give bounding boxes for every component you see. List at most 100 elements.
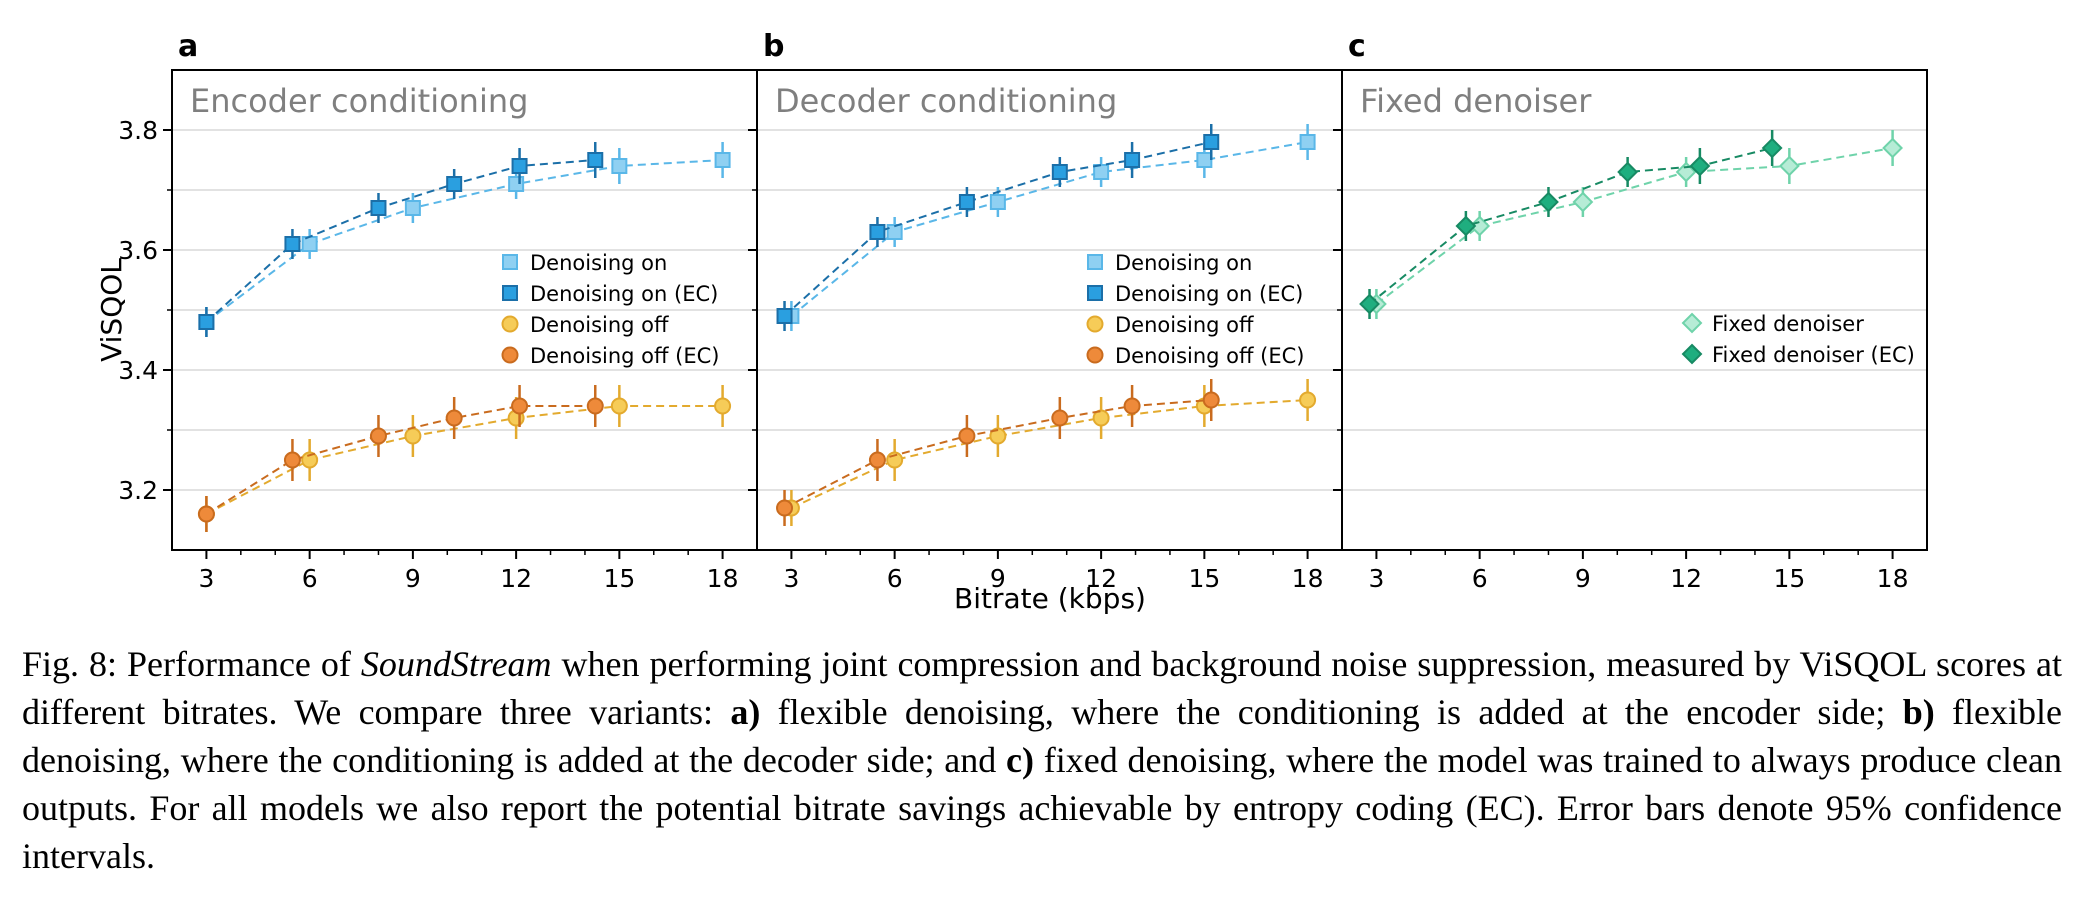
data-point (714, 397, 732, 415)
data-point (958, 194, 975, 210)
legend-label: Denoising on (530, 251, 667, 275)
caption-part-4: fixed denoising, where the model was tra… (22, 740, 2062, 876)
x-tick-label: 3 (783, 564, 799, 593)
legend-label: Fixed denoiser (EC) (1712, 343, 1915, 367)
panel-title: Decoder conditioning (775, 82, 1117, 120)
data-point (511, 397, 529, 415)
legend: Fixed denoiser Fixed denoiser (EC) (1681, 312, 1915, 367)
x-tick-label: 3 (1368, 564, 1384, 593)
data-point (1572, 191, 1594, 213)
data-point (283, 451, 301, 469)
series-line (1375, 147, 1893, 305)
series-line (1368, 147, 1773, 305)
data-point (989, 427, 1007, 445)
y-tick-label: 3.8 (118, 116, 158, 145)
data-point (1203, 134, 1220, 150)
data-point (445, 409, 463, 427)
x-tick-label: 12 (1085, 564, 1117, 593)
series-denoising-on (198, 142, 731, 337)
data-point (1882, 137, 1904, 159)
caption-part-1: when performing joint compression and ba… (22, 644, 2062, 732)
legend-label: Denoising off (EC) (1115, 344, 1304, 368)
series-denoising-on-ec (776, 124, 1220, 331)
data-point (1299, 134, 1316, 150)
data-point (1617, 161, 1639, 183)
x-tick-label: 6 (1472, 564, 1488, 593)
data-point (776, 308, 793, 324)
data-point (404, 200, 421, 216)
panel-letter: a (178, 29, 198, 64)
caption-part-3: flexible denoising, where the conditioni… (22, 692, 2063, 780)
x-tick-label: 12 (500, 564, 532, 593)
series-line (783, 141, 1212, 317)
series-line (205, 405, 723, 515)
data-point (1124, 152, 1141, 168)
data-point (197, 505, 215, 523)
x-tick-label: 9 (1575, 564, 1591, 593)
data-point (284, 236, 301, 252)
data-point (1455, 215, 1477, 237)
series-line (205, 159, 596, 323)
series-fixed (1365, 130, 1904, 319)
x-tick-label: 15 (603, 564, 635, 593)
data-point (301, 236, 318, 252)
legend-marker (1087, 254, 1103, 270)
legend-marker (1086, 346, 1104, 364)
legend-label: Denoising off (1115, 313, 1254, 337)
x-tick-label: 9 (990, 564, 1006, 593)
data-point (301, 451, 319, 469)
series-line (205, 405, 596, 515)
legend-marker (502, 285, 518, 301)
data-point (869, 224, 886, 240)
panel-letter: b (763, 29, 784, 64)
legend-marker (501, 315, 519, 333)
legend-label: Denoising on (EC) (1115, 282, 1303, 306)
legend-marker (1086, 315, 1104, 333)
y-axis-label: ViSQOL (95, 258, 128, 362)
data-point (611, 158, 628, 174)
data-point (1778, 155, 1800, 177)
data-point (198, 314, 215, 330)
x-tick-label: 6 (887, 564, 903, 593)
caption-a-label: a) (730, 692, 761, 732)
data-point (1123, 397, 1141, 415)
data-point (586, 397, 604, 415)
panel-title: Encoder conditioning (190, 82, 528, 120)
legend-marker (502, 254, 518, 270)
data-point (1761, 137, 1783, 159)
data-point (404, 427, 422, 445)
legend: Denoising on Denoising on (EC) Denoising o… (501, 251, 719, 368)
legend-label: Denoising on (1115, 251, 1252, 275)
data-point (610, 397, 628, 415)
data-point (958, 427, 976, 445)
data-point (446, 176, 463, 192)
legend-marker (1087, 285, 1103, 301)
series-denoising-off (197, 385, 732, 532)
series-denoising-off-ec (197, 385, 604, 532)
x-tick-label: 12 (1670, 564, 1702, 593)
data-point (886, 224, 903, 240)
data-point (1689, 155, 1711, 177)
legend-marker (1681, 343, 1703, 365)
caption-b-label: b) (1902, 692, 1935, 732)
data-point (1051, 164, 1068, 180)
x-tick-label: 9 (405, 564, 421, 593)
series-denoising-off-ec (776, 379, 1220, 526)
legend-label: Denoising off (530, 313, 669, 337)
y-tick-label: 3.2 (118, 476, 158, 505)
figure-caption: Fig. 8: Performance of SoundStream when … (22, 640, 2062, 880)
panel-title: Fixed denoiser (1360, 82, 1592, 120)
data-point (508, 176, 525, 192)
series-line (784, 399, 1212, 509)
data-point (1092, 409, 1110, 427)
data-point (1538, 191, 1559, 213)
data-point (868, 451, 886, 469)
x-tick-label: 6 (302, 564, 318, 593)
legend-label: Denoising on (EC) (530, 282, 718, 306)
series-line (790, 399, 1308, 509)
legend-label: Denoising off (EC) (530, 344, 719, 368)
x-axis-label: Bitrate (kbps) (954, 582, 1146, 615)
caption-part-2: flexible denoising, where the conditioni… (760, 692, 1903, 732)
data-point (587, 152, 604, 168)
data-point (1093, 164, 1110, 180)
